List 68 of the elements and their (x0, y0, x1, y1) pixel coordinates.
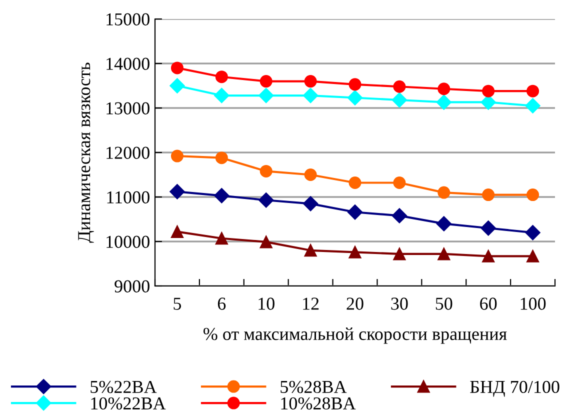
y-axis-title: Динамическая вязкость (78, 62, 94, 243)
legend-label: 5%28BA (280, 380, 347, 394)
point (260, 75, 272, 88)
point (482, 188, 495, 202)
point (258, 192, 274, 208)
point (304, 244, 317, 257)
point (215, 232, 228, 245)
point (170, 78, 185, 94)
point (347, 90, 363, 106)
point (304, 75, 317, 88)
x-tick-label: 10 (258, 298, 274, 310)
legend-label: 10%28BA (281, 397, 356, 410)
point (170, 62, 184, 74)
point (214, 88, 230, 104)
point (302, 196, 318, 212)
y-tick-label: 14000 (106, 58, 150, 70)
point (347, 204, 363, 220)
x-tick-label: 6 (218, 298, 226, 310)
point (480, 94, 496, 110)
point (260, 164, 272, 178)
point (348, 246, 362, 258)
point (393, 80, 406, 93)
point (302, 88, 318, 104)
x-tick-label: 50 (436, 298, 452, 310)
point (525, 225, 540, 240)
point (526, 188, 540, 202)
point (526, 84, 540, 98)
point (393, 176, 406, 190)
point (526, 250, 540, 262)
x-tick-label: 30 (391, 298, 408, 310)
point (304, 168, 317, 181)
point (348, 176, 362, 190)
x-tick-label: 60 (480, 298, 497, 310)
point (525, 98, 540, 114)
x-axis-title: % от максимальной скорости вращения (203, 328, 507, 344)
point (436, 94, 452, 110)
point (482, 250, 495, 262)
point (392, 208, 408, 224)
point (170, 184, 185, 200)
x-tick-label: 5 (174, 298, 182, 310)
y-tick-label: 15000 (106, 13, 150, 26)
x-tick-label: 100 (520, 298, 546, 310)
legend-label: БНД 70/100 (470, 380, 560, 397)
point (480, 220, 496, 236)
point (482, 84, 495, 98)
y-tick-label: 13000 (106, 102, 150, 114)
y-tick-label: 10000 (106, 236, 150, 248)
point (170, 150, 184, 162)
point (215, 152, 228, 164)
point (436, 216, 452, 232)
y-tick-label: 9000 (114, 280, 150, 292)
point (260, 236, 272, 248)
legend-label: 5%22BA (90, 380, 157, 394)
point (438, 248, 450, 260)
point (392, 92, 408, 108)
point (170, 225, 184, 238)
point (438, 186, 450, 199)
y-tick-label: 12000 (106, 146, 150, 159)
point (438, 82, 450, 96)
point (215, 70, 228, 84)
x-tick-label: 20 (346, 298, 364, 310)
legend-label: 10%22BA (91, 397, 166, 410)
x-tick-label: 12 (303, 298, 319, 310)
point (348, 78, 362, 91)
point (393, 248, 406, 260)
y-tick-label: 11000 (107, 191, 150, 204)
point (214, 188, 230, 204)
point (258, 88, 274, 104)
